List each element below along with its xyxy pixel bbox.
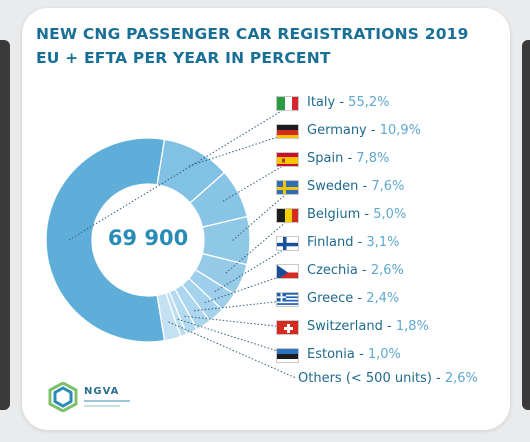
ngva-logo: NGVA — [48, 380, 168, 416]
switzerland-flag-icon — [276, 320, 299, 335]
legend-label: Belgium - 5,0% — [307, 207, 407, 222]
sweden-flag-icon — [276, 180, 299, 195]
legend-country: Sweden — [307, 179, 359, 194]
legend-country: Finland — [307, 235, 354, 250]
legend-value: 7,8% — [356, 151, 390, 166]
czechia-flag-icon — [276, 264, 299, 279]
leader-line-greece — [194, 299, 294, 312]
legend-country: Estonia — [307, 347, 355, 362]
legend-label: Italy - 55,2% — [307, 95, 390, 110]
leader-line-others-500-units — [168, 321, 297, 379]
legend-item-others: Others (< 500 units) - 2,6% — [298, 371, 478, 386]
legend-value: 1,8% — [395, 319, 429, 334]
leader-line-italy — [68, 103, 294, 241]
legend-country: Czechia — [307, 263, 358, 278]
leader-line-belgium — [225, 215, 294, 274]
leader-line-germany — [188, 131, 294, 167]
chart-title-line-2: EU + EFTA PER YEAR IN PERCENT — [36, 49, 331, 67]
legend-label: Spain - 7,8% — [307, 151, 390, 166]
slice-others-500-units — [156, 292, 182, 342]
legend-label: Greece - 2,4% — [307, 291, 400, 306]
legend-value: 5,0% — [373, 207, 407, 222]
legend-value: 2,4% — [366, 291, 400, 306]
right-window-edge — [522, 40, 530, 410]
legend-value: 7,6% — [371, 179, 405, 194]
legend-label: Germany - 10,9% — [307, 123, 422, 138]
leader-line-estonia — [177, 318, 294, 357]
left-window-edge — [0, 40, 10, 410]
infographic-card — [22, 8, 510, 430]
spain-flag-icon — [276, 152, 299, 167]
logo-tagline-bar — [84, 400, 130, 402]
leader-line-switzerland — [184, 315, 294, 329]
belgium-flag-icon — [276, 208, 299, 223]
legend-value: 2,6% — [370, 263, 404, 278]
legend-country: Spain — [307, 151, 344, 166]
finland-flag-icon — [276, 236, 299, 251]
center-total-label: 69 900 — [107, 226, 189, 250]
legend-value: 1,0% — [367, 347, 401, 362]
legend-country: Switzerland — [307, 319, 383, 334]
chart-title: NEW CNG PASSENGER CAR REGISTRATIONS 2019… — [36, 22, 469, 70]
estonia-flag-icon — [276, 348, 299, 363]
logo-ring-icon — [48, 382, 78, 412]
legend-label: Sweden - 7,6% — [307, 179, 405, 194]
legend-label: Czechia - 2,6% — [307, 263, 404, 278]
logo-tagline-bar — [84, 405, 120, 407]
legend-country: Greece — [307, 291, 354, 306]
leader-line-sweden — [232, 187, 294, 241]
legend-country: Italy — [307, 95, 336, 110]
legend-value: 10,9% — [379, 123, 422, 138]
legend-value: 3,1% — [366, 235, 400, 250]
legend-country: Germany — [307, 123, 367, 138]
slice-italy — [45, 137, 166, 343]
germany-flag-icon — [276, 124, 299, 139]
greece-flag-icon — [276, 292, 299, 307]
legend-value: 55,2% — [348, 95, 390, 110]
italy-flag-icon — [276, 96, 299, 111]
legend-country: Belgium — [307, 207, 361, 222]
legend-label: Estonia - 1,0% — [307, 347, 401, 362]
legend-country: Others (< 500 units) — [298, 371, 432, 386]
legend-label: Switzerland - 1,8% — [307, 319, 429, 334]
chart-title-line-1: NEW CNG PASSENGER CAR REGISTRATIONS 2019 — [36, 25, 469, 43]
legend-label: Finland - 3,1% — [307, 235, 400, 250]
logo-text: NGVA — [84, 386, 120, 397]
leader-line-finland — [214, 243, 294, 293]
legend-value: 2,6% — [444, 371, 478, 386]
